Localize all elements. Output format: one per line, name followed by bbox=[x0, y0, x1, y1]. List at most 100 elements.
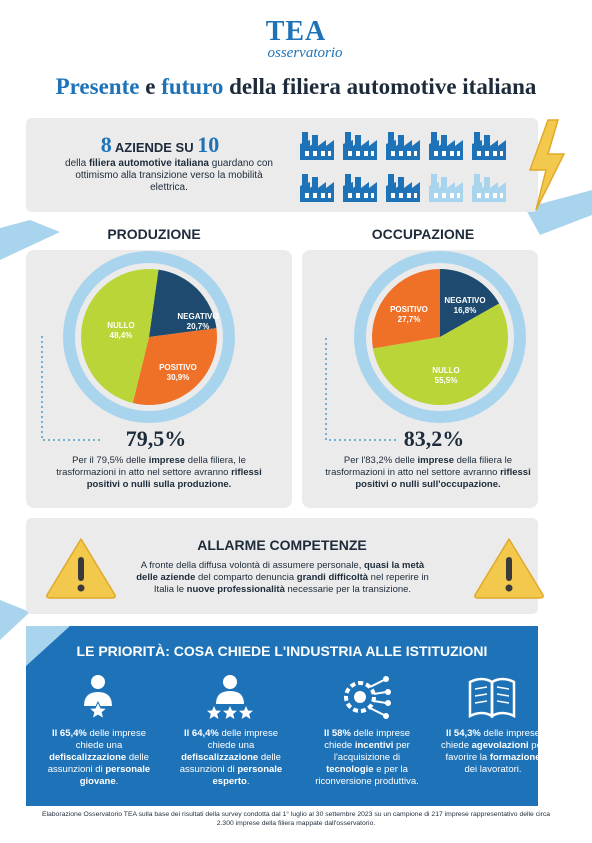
employment-dotted-connector bbox=[325, 338, 398, 441]
person-three-stars-icon bbox=[207, 675, 253, 719]
production-desc-bold-2: riflessi positivi o nulli sulla produzio… bbox=[86, 467, 262, 490]
production-description: Per il 79,5% delle imprese della filiera… bbox=[56, 455, 262, 491]
logo-subtitle: osservatorio bbox=[267, 45, 343, 61]
production-heading: PRODUZIONE bbox=[107, 226, 201, 242]
employment-heading: OCCUPAZIONE bbox=[371, 226, 475, 242]
production-desc-bold-1: imprese bbox=[148, 455, 186, 466]
employment-desc-bold-2: riflessi positivi o nulli sull'occupazio… bbox=[355, 467, 531, 490]
factory-icon bbox=[300, 132, 334, 160]
priority-item-2: Il 64,4% delle imprese chiede una defisc… bbox=[176, 728, 286, 788]
employment-label-negativo: NEGATIVO 16,8% bbox=[436, 296, 494, 316]
priority-4-c: per favorire la bbox=[445, 740, 546, 763]
title-part-4: della filiera automotive italiana bbox=[223, 74, 537, 99]
title-part-3: futuro bbox=[161, 74, 224, 99]
production-label-negativo: NEGATIVO 20,7% bbox=[168, 312, 228, 332]
employment-label-positivo: POSITIVO 27,7% bbox=[382, 305, 436, 325]
alarm-t3: nel reperire in Italia le bbox=[153, 572, 429, 595]
priority-3-c: per l'acquisizione di bbox=[333, 740, 410, 763]
intro-text-bold: filiera automotive italiana bbox=[88, 158, 209, 169]
alarm-b1: quasi la metà delle aziende bbox=[136, 560, 425, 583]
production-negativo-label: NEGATIVO bbox=[177, 312, 219, 321]
factory-icon bbox=[472, 132, 506, 160]
production-positivo-label: POSITIVO bbox=[159, 363, 197, 372]
priority-1-c: delle assunzioni di bbox=[47, 752, 149, 775]
employment-negativo-label: NEGATIVO bbox=[444, 296, 486, 305]
employment-pie-slices bbox=[372, 269, 508, 405]
tech-circuit-icon bbox=[344, 676, 391, 719]
employment-big-percent: 83,2% bbox=[403, 426, 465, 451]
intro-num-2: 10 bbox=[197, 132, 220, 157]
intro-text: della filiera automotive italiana guarda… bbox=[56, 158, 282, 194]
priority-1-d: personale giovane bbox=[79, 764, 151, 787]
priority-4-e: dei lavoratori. bbox=[464, 764, 522, 775]
production-nullo-label: NULLO bbox=[107, 321, 135, 330]
person-star-icon bbox=[84, 675, 112, 720]
factory-icon bbox=[429, 132, 463, 160]
priority-3-e: e per la riconversione produttiva. bbox=[315, 764, 419, 787]
production-big-percent: 79,5% bbox=[125, 426, 187, 451]
priority-4-d: formazione bbox=[489, 752, 541, 763]
priority-2-d: personale esperto bbox=[212, 764, 283, 787]
warning-icon-left bbox=[46, 538, 116, 599]
title-part-1: Presente bbox=[55, 74, 140, 99]
production-negativo-value: 20,7% bbox=[186, 322, 210, 331]
alarm-b3: nuove professionalità bbox=[186, 584, 285, 595]
alarm-t2: del comparto denuncia bbox=[195, 572, 297, 583]
priority-3-b: incentivi bbox=[354, 740, 394, 751]
title-part-2: e bbox=[139, 74, 162, 99]
priority-3-pct: Il 58% bbox=[323, 728, 351, 739]
priority-3-d: tecnologie bbox=[326, 764, 374, 775]
warning-icon-right bbox=[474, 538, 544, 599]
logo-name: TEA bbox=[265, 16, 327, 47]
employment-positivo-label: POSITIVO bbox=[390, 305, 428, 314]
employment-desc-bold-1: imprese bbox=[417, 455, 454, 466]
employment-desc-mid: della filiera le trasformazioni in atto … bbox=[325, 455, 513, 478]
employment-nullo-label: NULLO bbox=[432, 366, 460, 375]
priority-2-b: defiscalizzazione bbox=[181, 752, 259, 763]
priority-2-c: delle assunzioni di bbox=[179, 752, 281, 775]
production-desc-pre: Per il 79,5% delle bbox=[72, 455, 149, 466]
intro-mid: AZIENDE SU bbox=[111, 140, 198, 155]
page-title: Presente e futuro della filiera automoti… bbox=[0, 74, 592, 100]
factory-icon bbox=[472, 174, 506, 202]
lightning-bolt-icon bbox=[528, 119, 566, 211]
intro-num-1: 8 bbox=[100, 132, 112, 157]
production-pie-chart bbox=[41, 251, 235, 441]
employment-pie-chart bbox=[325, 251, 526, 441]
priorities-corner-decoration bbox=[26, 626, 70, 666]
logo: TEA osservatorio bbox=[0, 16, 592, 61]
employment-slice-positivo bbox=[372, 269, 440, 349]
alarm-b2: grandi difficoltà bbox=[296, 572, 369, 583]
production-label-positivo: POSITIVO 30,9% bbox=[150, 363, 206, 383]
intro-headline: 8 AZIENDE SU 10 bbox=[40, 132, 280, 158]
priority-item-4: Il 54,3% delle imprese chiede agevolazio… bbox=[438, 728, 548, 776]
intro-text-post: guardano con ottimismo alla transizione … bbox=[75, 158, 273, 193]
source-footnote: Elaborazione Osservatorio TEA sulla base… bbox=[41, 811, 551, 827]
employment-slice-negativo bbox=[440, 269, 500, 337]
book-icon bbox=[468, 677, 516, 719]
priority-2-a: delle imprese chiede una bbox=[207, 728, 278, 751]
priority-2-pct: Il 64,4% bbox=[184, 728, 219, 739]
alarm-t4: necessarie per la transizione. bbox=[284, 584, 412, 595]
production-slice-positivo bbox=[132, 328, 217, 405]
priority-4-pct: Il 54,3% bbox=[446, 728, 481, 739]
priority-1-b: defiscalizzazione bbox=[49, 752, 127, 763]
alarm-heading: ALLARME COMPETENZE bbox=[197, 537, 367, 553]
employment-slice-nullo bbox=[372, 303, 508, 405]
priority-2-e: . bbox=[246, 776, 250, 787]
factory-icon bbox=[386, 174, 420, 202]
production-label-nullo: NULLO 48,4% bbox=[96, 321, 146, 341]
employment-positivo-value: 27,7% bbox=[397, 315, 421, 324]
alarm-t1: A fronte della diffusa volontà di assume… bbox=[140, 560, 364, 571]
employment-negativo-value: 16,8% bbox=[453, 306, 477, 315]
factory-icon bbox=[343, 132, 377, 160]
priority-1-pct: Il 65,4% bbox=[52, 728, 87, 739]
priorities-heading: LE PRIORITÀ: COSA CHIEDE L'INDUSTRIA ALL… bbox=[76, 643, 488, 659]
priority-item-3: Il 58% delle imprese chiede incentivi pe… bbox=[312, 728, 422, 788]
production-slice-negativo bbox=[149, 269, 217, 337]
employment-label-nullo: NULLO 55,5% bbox=[418, 366, 474, 386]
employment-description: Per l'83,2% delle imprese della filiera … bbox=[322, 455, 534, 491]
production-pie-slices bbox=[81, 269, 217, 405]
employment-desc-pre: Per l'83,2% delle bbox=[343, 455, 418, 466]
factory-icon bbox=[386, 132, 420, 160]
